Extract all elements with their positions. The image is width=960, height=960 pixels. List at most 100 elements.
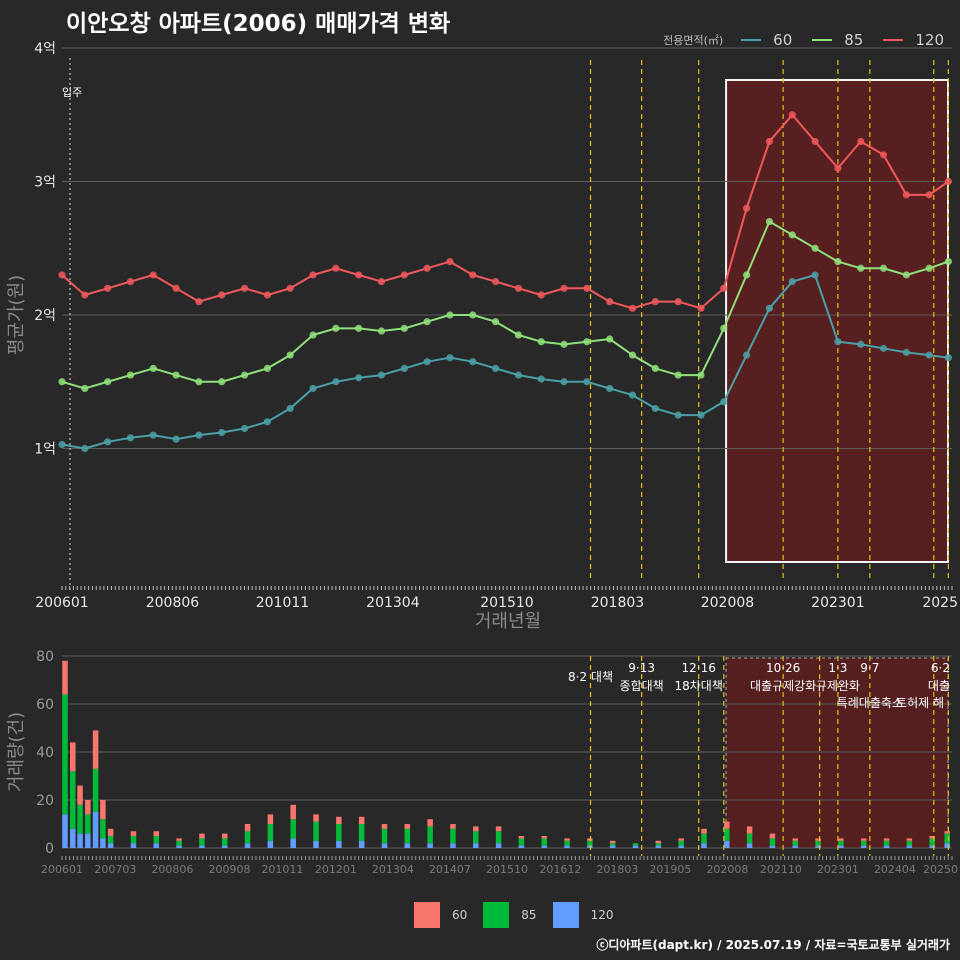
data-point-85 bbox=[240, 371, 249, 379]
data-point-85 bbox=[377, 327, 386, 335]
data-point-60 bbox=[674, 411, 682, 419]
bar-segment-120 bbox=[929, 845, 935, 848]
bar-segment-120 bbox=[815, 845, 821, 848]
bar-segment-60 bbox=[944, 831, 950, 834]
bar-segment-60 bbox=[107, 828, 114, 836]
bar-segment-120 bbox=[100, 838, 106, 848]
data-point-60 bbox=[834, 338, 842, 346]
bar-segment-85 bbox=[358, 824, 365, 841]
bar-segment-120 bbox=[92, 812, 99, 848]
data-point-85 bbox=[400, 324, 408, 332]
bar-segment-85 bbox=[290, 819, 296, 839]
bar-x-tick-label: 202404 bbox=[874, 863, 916, 876]
policy-text-label: 규제완화 bbox=[816, 679, 860, 693]
bar-segment-85 bbox=[792, 840, 799, 846]
bar-segment-120 bbox=[176, 845, 182, 848]
x-tick-label: 201803 bbox=[591, 595, 644, 611]
data-point-85 bbox=[857, 264, 865, 272]
data-point-60 bbox=[149, 431, 157, 439]
policy-date-label: 9·7 bbox=[860, 661, 879, 675]
data-point-120 bbox=[560, 284, 568, 292]
bar-x-tick-label: 201407 bbox=[429, 863, 471, 876]
data-point-120 bbox=[240, 284, 249, 292]
data-point-120 bbox=[857, 137, 865, 146]
data-point-120 bbox=[765, 137, 774, 146]
bar-segment-85 bbox=[564, 840, 570, 846]
data-point-120 bbox=[423, 264, 431, 272]
data-point-85 bbox=[309, 331, 317, 339]
bar-segment-120 bbox=[655, 845, 662, 848]
bar-segment-85 bbox=[860, 840, 867, 846]
data-point-60 bbox=[944, 354, 952, 362]
data-point-120 bbox=[218, 291, 226, 299]
bar-x-tick-label: 200703 bbox=[94, 863, 136, 876]
bar-segment-60 bbox=[130, 831, 137, 836]
bar-segment-60 bbox=[244, 824, 251, 832]
bar-segment-60 bbox=[564, 838, 570, 841]
bar-segment-120 bbox=[632, 845, 639, 848]
series-line-120 bbox=[61, 113, 949, 310]
data-point-120 bbox=[469, 271, 477, 279]
bar-segment-85 bbox=[883, 840, 890, 846]
y-tick-label: 1억 bbox=[34, 442, 56, 458]
data-point-60 bbox=[58, 440, 66, 449]
policy-text-label: 특례대출축소 bbox=[837, 696, 903, 710]
bar-segment-60 bbox=[906, 838, 913, 841]
legend-swatch-60 bbox=[741, 39, 762, 41]
data-point-120 bbox=[902, 191, 910, 199]
bar-x-tick-label: 200908 bbox=[209, 863, 251, 876]
data-point-85 bbox=[446, 311, 454, 319]
data-point-120 bbox=[925, 191, 933, 199]
bar-segment-60 bbox=[100, 800, 106, 820]
bar-x-tick-label: 202008 bbox=[706, 863, 748, 876]
bar-segment-60 bbox=[701, 828, 707, 834]
bar-segment-120 bbox=[70, 828, 76, 848]
data-point-85 bbox=[811, 244, 819, 252]
policy-text-label: 토허제 해 bbox=[896, 696, 944, 710]
x-tick-label: 200806 bbox=[146, 595, 200, 611]
bar-segment-85 bbox=[450, 828, 456, 844]
bar-x-tick-label: 201201 bbox=[315, 863, 357, 876]
x-tick-label: 201011 bbox=[256, 595, 309, 611]
bar-segment-60 bbox=[724, 821, 730, 829]
bar-highlight-region bbox=[725, 657, 949, 849]
x-tick-label: 202008 bbox=[701, 595, 754, 611]
data-point-60 bbox=[606, 384, 614, 393]
bar-segment-85 bbox=[100, 819, 106, 839]
data-point-60 bbox=[651, 404, 659, 413]
legend-label-85: 85 bbox=[844, 31, 864, 49]
bar-segment-120 bbox=[518, 845, 525, 848]
data-point-85 bbox=[583, 338, 591, 346]
data-point-120 bbox=[126, 278, 135, 286]
data-point-60 bbox=[788, 278, 796, 286]
bar-segment-85 bbox=[906, 840, 913, 846]
bar-segment-120 bbox=[77, 833, 83, 848]
bar-segment-85 bbox=[769, 838, 776, 846]
data-point-120 bbox=[172, 284, 180, 292]
data-point-85 bbox=[628, 351, 637, 359]
bar-segment-85 bbox=[153, 836, 160, 844]
series-line-60 bbox=[61, 274, 949, 450]
data-point-85 bbox=[149, 364, 157, 372]
data-point-60 bbox=[309, 384, 317, 393]
bar-segment-85 bbox=[815, 840, 821, 846]
bar-segment-120 bbox=[769, 845, 776, 848]
bar-y-tick-label: 80 bbox=[36, 649, 54, 665]
data-point-85 bbox=[765, 217, 774, 226]
page-title: 이안오창 아파트(2006) 매매가격 변화 bbox=[66, 11, 451, 37]
bar-segment-85 bbox=[62, 694, 68, 815]
data-point-60 bbox=[446, 354, 454, 362]
bar-segment-60 bbox=[404, 824, 411, 829]
bar-segment-85 bbox=[107, 836, 114, 844]
bar-segment-85 bbox=[587, 840, 593, 846]
data-point-85 bbox=[126, 371, 135, 379]
bar-segment-120 bbox=[107, 843, 114, 848]
data-point-85 bbox=[104, 378, 112, 386]
bar-segment-60 bbox=[199, 833, 205, 839]
data-point-120 bbox=[879, 151, 888, 159]
bar-y-tick-label: 40 bbox=[36, 745, 54, 761]
data-point-85 bbox=[195, 378, 203, 386]
bar-segment-60 bbox=[221, 833, 228, 839]
bar-segment-60 bbox=[587, 838, 593, 841]
bar-segment-60 bbox=[495, 826, 502, 832]
